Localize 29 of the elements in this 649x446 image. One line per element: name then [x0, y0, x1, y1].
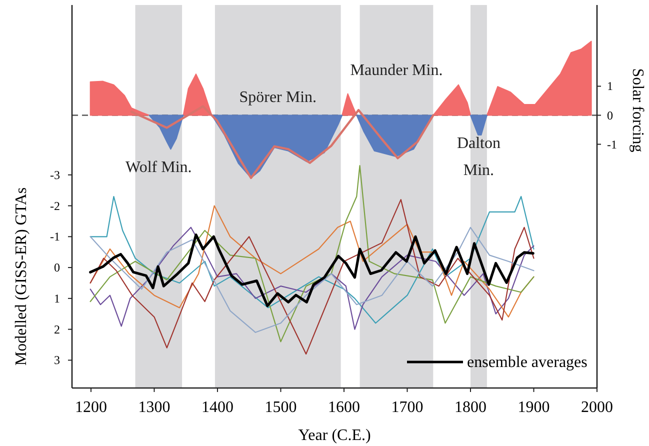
x-tick-label: 1700	[391, 399, 424, 416]
y-tick-label: -3	[50, 168, 60, 182]
x-tick-label: 1300	[138, 399, 170, 416]
band-label: Wolf Min.	[126, 159, 192, 176]
y-tick-label: -1	[50, 230, 60, 244]
y-axis-title: Modelled (GISS-ER) GTAs	[13, 187, 30, 366]
x-axis-title: Year (C.E.)	[298, 427, 371, 444]
x-tick-label: 2000	[581, 399, 613, 416]
x-tick-label: 1600	[328, 399, 360, 416]
y-tick-label: 3	[54, 353, 60, 368]
y-tick-label: 1	[54, 291, 60, 306]
x-tick-label: 1800	[454, 399, 486, 416]
y-tick-label: 2	[54, 322, 60, 336]
band-label: Dalton Min.	[456, 135, 500, 179]
band-label: Spörer Min.	[239, 89, 317, 106]
band-label: Maunder Min.	[350, 62, 443, 79]
x-tick-label: 1400	[201, 399, 234, 416]
x-tick-label: 1900	[518, 399, 550, 416]
y2-tick-label: -1	[607, 137, 617, 152]
x-tick-label: 1500	[264, 399, 297, 416]
y2-axis-title: Solar forcing	[629, 68, 646, 152]
y2-tick-label: 0	[607, 108, 613, 122]
line-series	[90, 199, 534, 355]
y-tick-label: -2	[50, 198, 60, 213]
y2-tick-label: 1	[607, 79, 613, 94]
x-tick-label: 1200	[74, 399, 107, 416]
line-series	[89, 234, 534, 308]
y-tick-label: 0	[54, 260, 60, 275]
legend-label: ensemble averages	[467, 354, 588, 371]
